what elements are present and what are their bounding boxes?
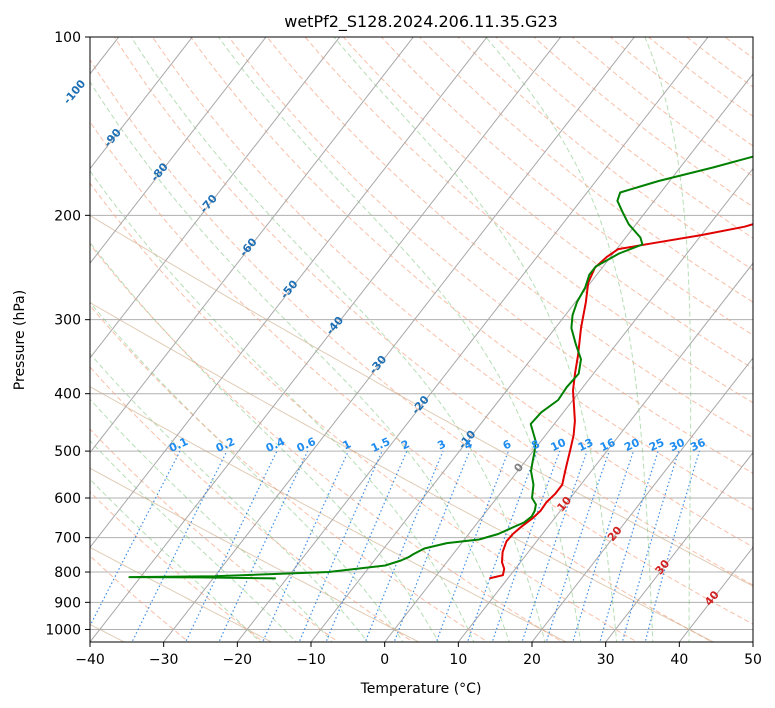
- dry-adiabat: [90, 243, 564, 642]
- moist-adiabat: [90, 301, 404, 642]
- mixing-ratio-line: [364, 450, 444, 642]
- moist-adiabat: [644, 37, 692, 642]
- dry-adiabat: [90, 366, 414, 642]
- moist-adiabat: [90, 478, 261, 642]
- moist-adiabat: [485, 37, 654, 642]
- moist-adiabat: [218, 37, 582, 642]
- isotherm: [90, 37, 341, 359]
- x-axis-title: Temperature (°C): [360, 681, 482, 697]
- y-tick-label: 900: [54, 595, 81, 611]
- isotherm: [531, 357, 753, 642]
- dry-adiabat: [90, 491, 265, 642]
- moist-adiabat: [333, 37, 618, 642]
- mixing-ratio-label: 16: [598, 436, 618, 454]
- dry-adiabat: [90, 428, 340, 642]
- x-tick-label: 10: [449, 652, 467, 668]
- dry-adiabat: [90, 554, 190, 642]
- isotherm: [236, 37, 709, 642]
- mixing-ratio-line: [185, 450, 278, 642]
- dry-adiabat: [266, 37, 753, 439]
- moist-adiabat: [90, 241, 440, 642]
- mixing-ratio-line: [521, 450, 588, 642]
- mixing-ratio-line: [90, 450, 181, 628]
- mixing-ratio-label: 20: [622, 436, 642, 454]
- x-tick-label: 30: [597, 652, 615, 668]
- theta-curve: [90, 215, 753, 587]
- mixing-ratio-line: [393, 450, 471, 642]
- isotherm: [605, 451, 753, 642]
- mixing-ratio-line: [572, 450, 635, 642]
- x-tick-label: 40: [670, 652, 688, 668]
- y-tick-label: 400: [54, 387, 81, 403]
- y-tick-label: 500: [54, 444, 81, 460]
- y-tick-label: 100: [54, 30, 81, 46]
- y-tick-label: 200: [54, 208, 81, 224]
- mixing-ratio-line: [599, 450, 659, 642]
- mixing-ratio-label: 10: [549, 436, 569, 454]
- x-tick-label: −20: [223, 652, 253, 668]
- isotherm: [310, 73, 753, 642]
- y-tick-label: 800: [54, 565, 81, 581]
- mixing-ratio-label: 36: [688, 436, 708, 454]
- isotherm: [457, 262, 753, 642]
- x-tick-label: 0: [380, 652, 389, 668]
- x-tick-label: 50: [744, 652, 762, 668]
- plot-frame: [89, 36, 754, 643]
- mixing-ratio-line: [466, 450, 538, 642]
- y-axis: 100 200 300 400 500 600 700 800 900 1000: [45, 30, 90, 638]
- moist-adiabat: [90, 398, 333, 642]
- mixing-ratio-lines: [90, 450, 700, 642]
- mixing-ratio-line: [545, 450, 610, 642]
- isotherm: [90, 37, 488, 549]
- dry-adiabat: [228, 37, 753, 474]
- dry-adiabat: [90, 304, 489, 642]
- isotherm: [90, 37, 193, 170]
- y-tick-label: 1000: [45, 622, 81, 638]
- mixing-ratio-line: [644, 450, 700, 642]
- isotherm: [163, 37, 635, 642]
- x-axis: −40 −30 −20 −10 0 10 20 30 40 50: [75, 642, 762, 668]
- isotherms: [90, 37, 753, 642]
- moist-adiabats: [90, 37, 692, 642]
- chart-title: wetPf2_S128.2024.206.11.35.G23: [284, 12, 558, 32]
- y-tick-label: 600: [54, 491, 81, 507]
- dry-adiabat: [418, 37, 753, 303]
- mixing-ratio-line: [218, 450, 309, 642]
- mixing-ratio-label: 30: [667, 436, 687, 454]
- x-tick-label: −40: [75, 652, 105, 668]
- mixing-ratio-line: [491, 450, 561, 642]
- mixing-ratio-line: [435, 450, 510, 642]
- moist-adiabat: [90, 439, 298, 642]
- y-tick-label: 700: [54, 531, 81, 547]
- dry-adiabat: [151, 37, 753, 548]
- dry-adiabat: [90, 58, 753, 625]
- dry-adiabat: [90, 182, 639, 642]
- profile-series: [128, 155, 753, 580]
- mixing-ratio-label: 25: [647, 436, 666, 454]
- x-tick-label: −10: [296, 652, 326, 668]
- y-tick-label: 300: [54, 313, 81, 329]
- isotherm: [90, 37, 414, 454]
- dry-adiabat: [90, 120, 713, 642]
- x-tick-label: 20: [523, 652, 541, 668]
- mixing-ratio-line: [325, 450, 408, 642]
- isotherm: [90, 37, 562, 642]
- dry-adiabat: [304, 37, 753, 404]
- isotherm: [90, 37, 267, 265]
- mixing-ratio-label: 13: [576, 436, 595, 454]
- series-line-1: [128, 155, 753, 580]
- moist-adiabat: [90, 80, 510, 642]
- series-line-0: [489, 223, 753, 580]
- mixing-ratio-line: [621, 450, 680, 642]
- y-axis-title: Pressure (hPa): [12, 290, 28, 390]
- dry-adiabat: [190, 37, 753, 511]
- x-tick-label: −30: [149, 652, 179, 668]
